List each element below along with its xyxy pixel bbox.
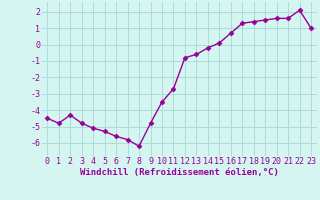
X-axis label: Windchill (Refroidissement éolien,°C): Windchill (Refroidissement éolien,°C): [80, 168, 279, 177]
